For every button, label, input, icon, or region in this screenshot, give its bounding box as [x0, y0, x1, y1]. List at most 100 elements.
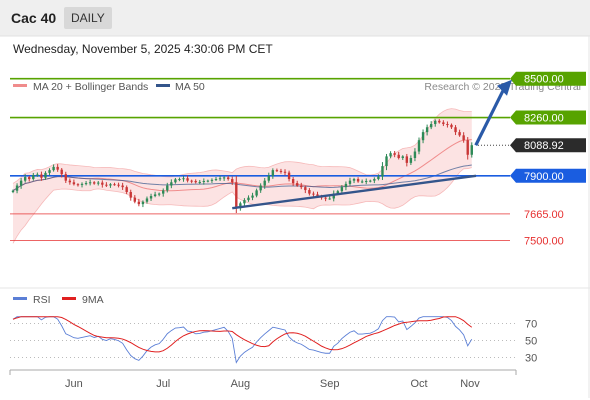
rsi-ma-line	[12, 316, 473, 353]
candle-body	[300, 185, 303, 188]
candle-body	[442, 122, 445, 125]
candle-body	[113, 184, 116, 186]
candle-body	[117, 184, 120, 186]
candle-body	[48, 170, 51, 173]
candle-body	[438, 120, 441, 123]
candle-body	[279, 170, 283, 172]
candle-body	[283, 171, 287, 173]
candle-body	[36, 174, 39, 176]
projection-arrow-head	[497, 79, 512, 96]
period-selector[interactable]: DAILY	[64, 7, 112, 29]
candle-body	[466, 140, 469, 155]
candle-body	[462, 135, 465, 141]
candle-body	[312, 193, 315, 195]
candle-body	[194, 180, 197, 183]
level-tag-8500.00	[510, 71, 586, 86]
support-trendline	[232, 174, 477, 210]
candle-body	[344, 183, 348, 188]
candle-body	[360, 181, 364, 183]
level-label-7900.00: 7900.00	[524, 171, 564, 183]
candle-body	[214, 179, 218, 181]
candle-body	[206, 180, 210, 182]
candle-body	[429, 124, 433, 128]
chart-header-bar: Cac 40 DAILY	[0, 0, 590, 36]
candle-body	[397, 154, 400, 159]
candle-body	[202, 180, 206, 182]
candle-body	[356, 179, 360, 182]
candle-body	[348, 180, 352, 184]
candle-body	[275, 170, 279, 172]
legend-swatch-bollinger	[13, 84, 27, 87]
candle-body	[125, 187, 128, 192]
candle-body	[218, 178, 222, 180]
level-tag-8260.00	[510, 110, 586, 125]
candle-body	[421, 132, 425, 141]
candle-body	[316, 194, 319, 197]
candle-body	[226, 177, 230, 180]
candle-body	[247, 197, 250, 201]
candle-body	[373, 179, 376, 181]
candle-body	[470, 145, 473, 155]
candle-body	[385, 156, 388, 167]
level-tag-7900.00	[510, 168, 586, 183]
candle-body	[291, 179, 295, 184]
legend-swatch-rsi	[13, 297, 27, 300]
legend-label-ma50: MA 50	[175, 81, 205, 93]
candle-body	[251, 195, 254, 198]
candle-body	[259, 185, 262, 191]
candle-body	[454, 127, 457, 133]
candle-body	[170, 182, 173, 186]
legend-label-rsi: RSI	[33, 294, 51, 306]
candle-body	[178, 179, 181, 181]
legend-label-9ma: 9MA	[82, 294, 104, 306]
candle-body	[198, 181, 201, 183]
candle-body	[149, 196, 153, 199]
x-tick-Oct: Oct	[410, 378, 427, 390]
candle-body	[210, 179, 214, 181]
legend-swatch-ma50	[156, 84, 170, 87]
candle-body	[231, 179, 234, 183]
candle-body	[11, 190, 15, 192]
candle-body	[64, 174, 67, 181]
candle-body	[182, 178, 185, 180]
candle-body	[97, 182, 100, 184]
candle-body	[157, 193, 161, 195]
candle-body	[174, 179, 177, 183]
candle-body	[190, 180, 193, 182]
candle-body	[413, 151, 417, 159]
x-tick-Jul: Jul	[156, 378, 170, 390]
candle-body	[60, 169, 63, 175]
candle-body	[133, 197, 136, 202]
candle-body	[287, 172, 291, 180]
x-tick-Nov: Nov	[460, 378, 480, 390]
ma50-line	[12, 164, 472, 192]
x-tick-Sep: Sep	[320, 378, 340, 390]
candle-body	[267, 175, 270, 181]
candle-body	[93, 182, 96, 184]
candle-body	[336, 191, 339, 194]
candle-body	[28, 177, 31, 180]
x-tick-Aug: Aug	[231, 378, 251, 390]
level-label-7665.00: 7665.00	[524, 209, 564, 221]
candle-body	[393, 153, 396, 155]
candle-body	[137, 201, 141, 205]
candle-body	[425, 127, 429, 133]
candle-body	[44, 172, 47, 178]
candle-body	[145, 198, 149, 202]
chart-title: Cac 40	[11, 10, 57, 26]
level-label-7500.00: 7500.00	[524, 236, 564, 248]
candle-body	[166, 185, 169, 191]
candle-body	[377, 176, 380, 180]
candle-body	[32, 175, 35, 180]
bollinger-lower-line	[12, 167, 472, 244]
candle-body	[239, 203, 242, 209]
level-tag-8088.92	[510, 138, 586, 153]
candle-body	[23, 177, 27, 181]
candle-body	[381, 166, 384, 177]
candle-body	[271, 170, 275, 176]
candle-body	[365, 180, 368, 182]
candle-body	[72, 182, 76, 185]
candle-body	[68, 180, 72, 183]
candle-body	[101, 182, 104, 185]
